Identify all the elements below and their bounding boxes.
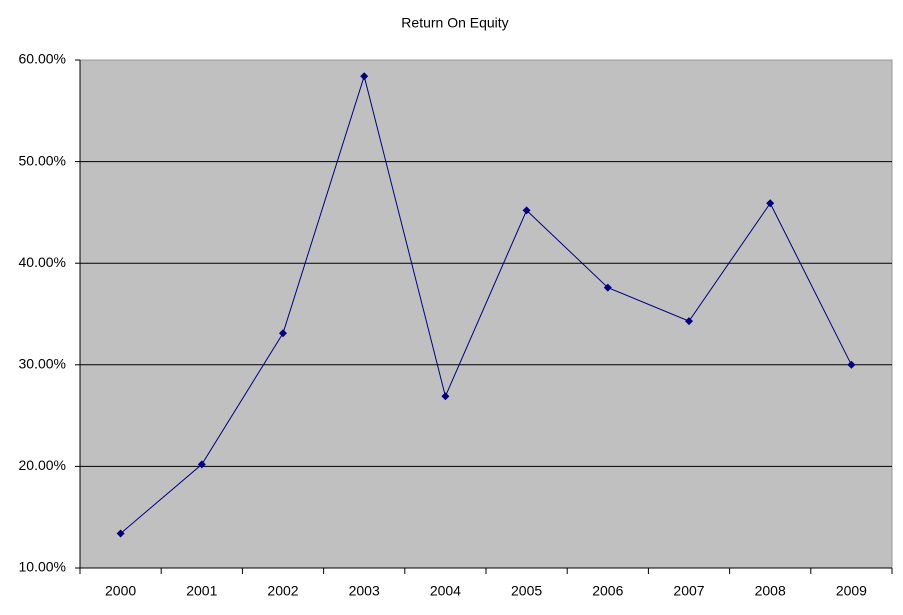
- x-tick-label: 2000: [105, 583, 136, 599]
- x-tick-label: 2004: [430, 583, 461, 599]
- y-tick-label: 50.00%: [19, 152, 66, 168]
- chart-title: Return On Equity: [401, 15, 508, 31]
- x-tick-label: 2003: [349, 583, 380, 599]
- data-point: [441, 392, 450, 401]
- data-point: [279, 329, 287, 338]
- data-point: [847, 360, 856, 369]
- y-tick-label: 30.00%: [19, 356, 66, 372]
- y-tick-label: 20.00%: [19, 457, 66, 473]
- x-tick-label: 2002: [267, 583, 298, 599]
- x-tick-label: 2008: [755, 583, 786, 599]
- x-tick-label: 2006: [592, 583, 623, 599]
- data-point: [116, 529, 125, 538]
- data-point: [197, 460, 206, 469]
- plot-area: [79, 59, 893, 569]
- y-tick-label: 40.00%: [19, 254, 66, 270]
- data-point: [360, 72, 369, 81]
- data-point: [685, 317, 693, 326]
- series-line: [120, 74, 852, 534]
- data-point: [766, 199, 775, 208]
- x-tick-label: 2001: [186, 583, 217, 599]
- x-tick-label: 2007: [673, 583, 704, 599]
- data-point: [603, 283, 612, 292]
- y-tick-label: 60.00%: [19, 51, 66, 67]
- x-tick-label: 2005: [511, 583, 542, 599]
- x-tick-label: 2009: [836, 583, 867, 599]
- y-tick-label: 10.00%: [19, 559, 66, 575]
- data-point: [522, 206, 531, 215]
